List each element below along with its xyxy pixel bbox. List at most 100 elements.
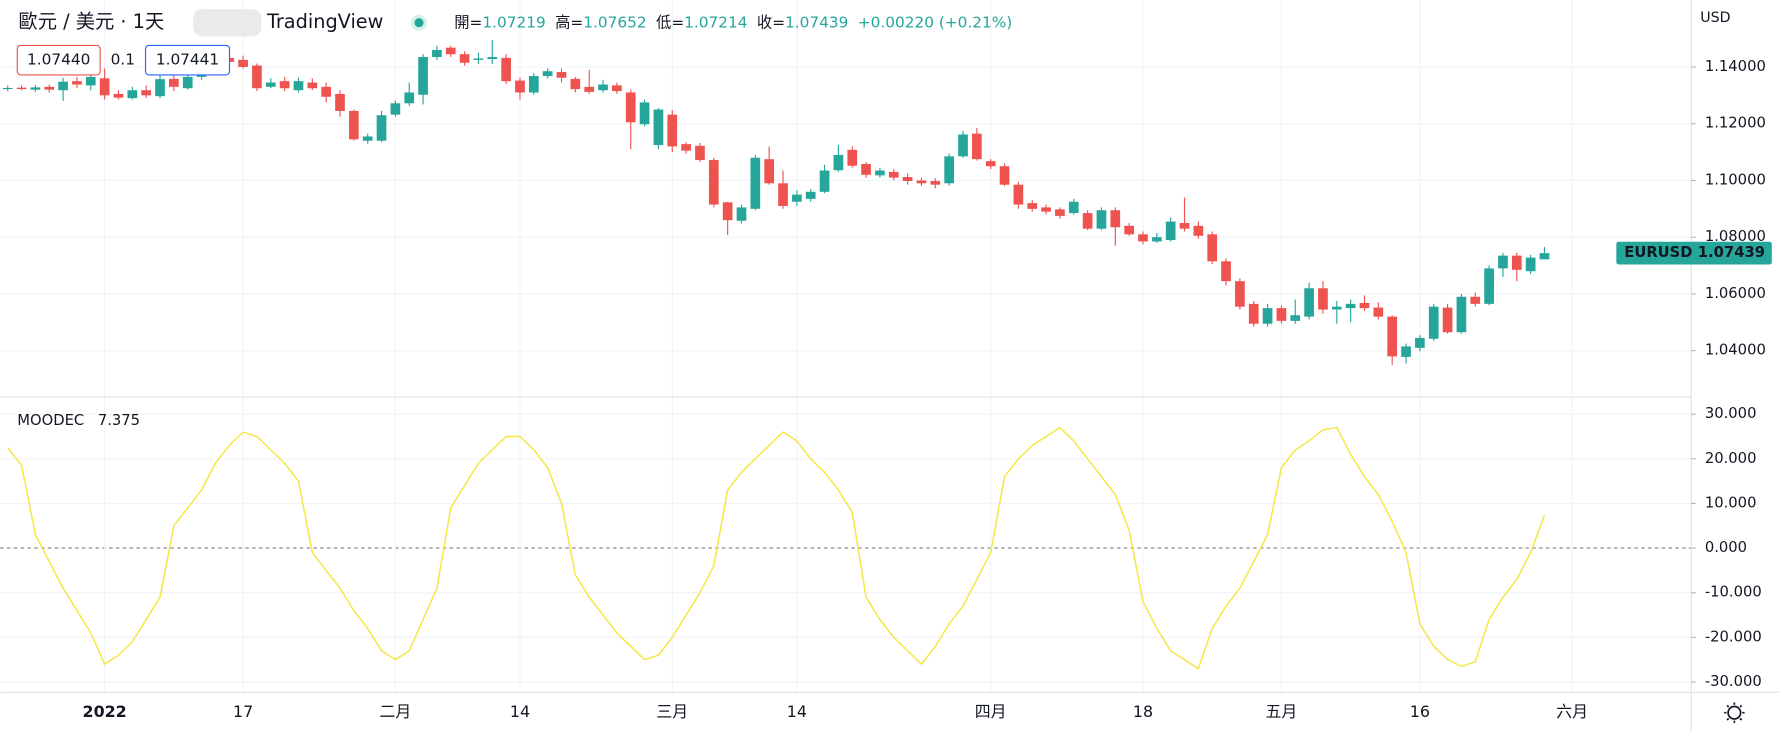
candle-body	[722, 202, 733, 221]
y-tick-label: -10.000	[1705, 584, 1762, 601]
candle-body	[1207, 234, 1218, 262]
labels-layer: 1.04000 1.06000 1.08000 1.10000 1.12000 1.140…	[83, 58, 1772, 721]
candle-body	[1221, 261, 1231, 282]
buy-button[interactable]	[144, 44, 231, 76]
candle-body	[1373, 307, 1384, 317]
candle-body	[99, 78, 110, 96]
candle-body	[1428, 306, 1439, 339]
spread: 0.1	[111, 51, 135, 69]
y-tick-label: 1.10000	[1705, 171, 1766, 188]
low-value: 1.07214	[684, 13, 747, 31]
x-tick-label: 2022	[83, 702, 127, 721]
sell-button[interactable]	[16, 44, 101, 76]
candle-body	[473, 58, 484, 60]
close-label: 收=	[757, 13, 785, 31]
x-tick-label: 16	[1410, 702, 1430, 721]
candle-body	[1484, 268, 1494, 304]
candle-body	[792, 194, 802, 202]
candle-body	[1055, 209, 1065, 216]
candle-body	[113, 93, 124, 98]
candle-body	[1304, 288, 1314, 317]
candle-body	[1290, 315, 1301, 321]
candle-body	[445, 47, 456, 55]
candle-body	[1262, 308, 1273, 324]
candle-body	[1470, 296, 1481, 304]
y-tick-label: 0.000	[1705, 539, 1747, 556]
open-value: 1.07219	[482, 13, 545, 31]
candle-body	[625, 92, 636, 123]
candle-body	[612, 85, 622, 92]
candle-body	[265, 82, 276, 87]
candle-body	[1359, 303, 1370, 309]
candle-body	[847, 149, 858, 166]
x-tick-label: 14	[787, 702, 807, 721]
candle-body	[778, 183, 788, 206]
y-tick-label: 1.14000	[1705, 58, 1766, 75]
candle-body	[999, 166, 1010, 185]
candle-body	[888, 171, 899, 178]
candle-body	[362, 136, 373, 141]
candle-body	[1525, 257, 1536, 272]
candle-body	[321, 86, 331, 97]
candle-body	[1401, 346, 1411, 357]
low-label: 低=	[656, 13, 684, 31]
candle-body	[293, 81, 304, 91]
buy-price[interactable]: 1.07441	[156, 51, 219, 69]
candle-body	[1442, 307, 1453, 333]
candle-body	[708, 160, 719, 205]
open-label: 開=	[454, 13, 482, 31]
candle-body	[681, 144, 691, 151]
candle-body	[528, 76, 539, 93]
candle-body	[16, 87, 27, 90]
candle-body	[1318, 288, 1328, 310]
candle-body	[764, 159, 775, 184]
candle-body	[1387, 316, 1398, 357]
y-tick-label: 20.000	[1705, 450, 1757, 467]
candle-body	[279, 81, 290, 89]
y-tick-label: 10.000	[1705, 494, 1757, 511]
x-tick-label: 五月	[1266, 702, 1298, 721]
sell-price[interactable]: 1.07440	[27, 51, 90, 69]
candle-body	[141, 90, 152, 96]
y-tick-label: 30.000	[1705, 405, 1757, 422]
blurred-logo	[193, 9, 262, 37]
gear-ring[interactable]	[1727, 705, 1742, 720]
candle-body	[432, 49, 442, 58]
gear-teeth[interactable]	[1724, 702, 1745, 723]
marks-layer	[2, 40, 1550, 670]
candle-body	[750, 157, 761, 209]
candle-body	[252, 65, 262, 89]
x-tick-label: 四月	[975, 702, 1007, 721]
candle-body	[944, 156, 955, 184]
settings-icon[interactable]	[1724, 702, 1745, 723]
candle-body	[1456, 296, 1467, 333]
candle-body	[639, 102, 650, 125]
candle-body	[501, 57, 511, 82]
candle-body	[556, 72, 567, 78]
candle-body	[390, 103, 401, 115]
ohlc-legend: 開=1.07219 高=1.07652 低=1.07214 收=1.07439 …	[454, 13, 1012, 31]
candle-body	[127, 90, 138, 99]
candle-body	[1096, 210, 1107, 229]
candle-body	[1248, 303, 1259, 324]
candle-body	[1539, 253, 1550, 260]
candle-body	[1498, 255, 1508, 269]
candle-body	[833, 154, 844, 171]
candle-body	[958, 134, 968, 157]
candle-body	[238, 59, 248, 67]
symbol-title: 歐元 / 美元 · 1天	[18, 10, 164, 33]
indicator-line	[7, 426, 1546, 670]
change-value: +0.00220 (+0.21%)	[858, 13, 1012, 31]
candle-body	[85, 76, 96, 86]
candle-body	[515, 80, 525, 93]
candle-body	[72, 81, 82, 85]
candle-body	[902, 177, 913, 182]
candle-body	[570, 78, 581, 90]
x-tick-label: 六月	[1556, 702, 1588, 721]
currency[interactable]: USD	[1700, 10, 1730, 26]
x-tick-label: 二月	[379, 702, 411, 721]
candle-body	[985, 161, 996, 167]
